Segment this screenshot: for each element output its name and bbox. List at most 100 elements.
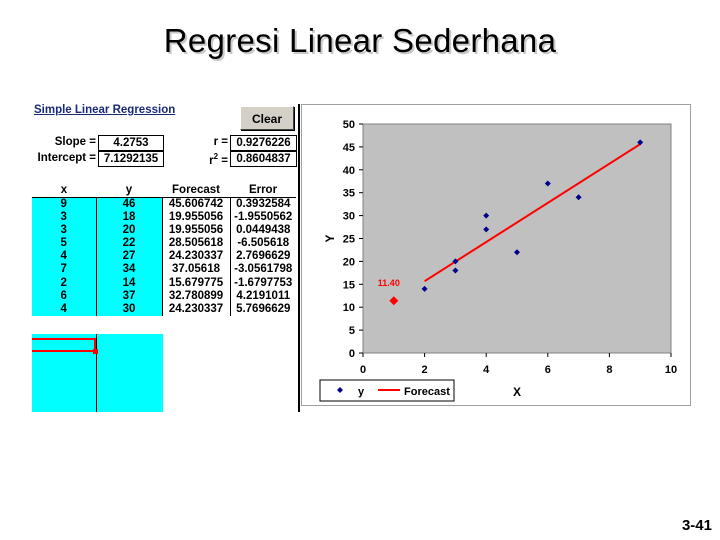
legend-marker-y (337, 387, 343, 393)
forecast-line (424, 143, 641, 283)
column-divider (96, 334, 97, 412)
cell-error[interactable]: -1.9550562 (234, 211, 293, 224)
y-tick-label: 15 (343, 279, 355, 291)
cell-x[interactable]: 9 (32, 197, 96, 212)
data-point (421, 285, 428, 292)
slope-label: Slope = (54, 136, 96, 148)
scatter-chart: 0 5 10 15 20 25 30 35 40 45 50 0 2 4 6 8 10 X Y 11.40 y Forec… (301, 104, 691, 406)
table-row: 2 14 15.679775 -1.6797753 (32, 276, 296, 290)
cell-y[interactable]: 22 (95, 237, 163, 251)
y-tick-label: 35 (343, 188, 355, 200)
intercept-value[interactable]: 7.1292135 (98, 151, 164, 167)
column-header-error: Error (230, 184, 296, 198)
cell-forecast[interactable]: 28.505618 (162, 237, 231, 251)
x-axis-title: X (513, 385, 521, 399)
fill-handle[interactable] (93, 349, 98, 354)
cell-x[interactable]: 5 (32, 237, 96, 251)
cell-error[interactable]: 4.2191011 (236, 289, 291, 302)
r-squared-value[interactable]: 0.8604837 (230, 151, 297, 167)
cell-y[interactable]: 46 (95, 197, 163, 212)
cell-error[interactable]: 5.7696629 (236, 302, 291, 315)
x-tick-label: 8 (606, 364, 612, 376)
table-row: 3 20 19.955056 0.0449438 (32, 224, 296, 238)
data-table: x y Forecast Error 9 46 45.606742 0.3932584… (32, 184, 296, 316)
cell-x[interactable]: 4 (32, 302, 96, 316)
cell-y[interactable]: 18 (95, 211, 163, 225)
cell-error[interactable]: 0.3932584 (236, 198, 291, 210)
forecast-point (389, 296, 399, 306)
cell-x[interactable]: 4 (32, 250, 96, 264)
data-point (514, 249, 520, 256)
cell-y[interactable]: 34 (95, 263, 163, 277)
spreadsheet: Simple Linear Regression Clear Slope = 4… (32, 104, 299, 412)
cell-forecast[interactable]: 15.679775 (162, 276, 231, 290)
cell-x[interactable]: 3 (32, 224, 96, 238)
legend-label-forecast: Forecast (404, 386, 450, 398)
plot-area (362, 123, 672, 354)
sheet-title: Simple Linear Regression (34, 104, 176, 116)
cell-forecast[interactable]: 24.230337 (162, 250, 231, 264)
legend-label-y: y (358, 386, 365, 398)
r-label: r = (213, 136, 228, 148)
chart-canvas: 0 5 10 15 20 25 30 35 40 45 50 0 2 4 6 8 10 X Y 11.40 y Forec… (319, 119, 677, 402)
cell-x[interactable]: 6 (32, 289, 96, 303)
data-point (483, 212, 490, 219)
page-number: 3-41 (681, 517, 712, 534)
forecast-point-label: 11.40 (378, 278, 400, 288)
cell-error[interactable]: -1.6797753 (234, 276, 293, 289)
cell-x[interactable]: 7 (32, 263, 96, 277)
column-header-y: y (96, 184, 162, 198)
r-value[interactable]: 0.9276226 (230, 135, 297, 151)
column-header-x: x (32, 184, 96, 198)
empty-input-cells[interactable] (32, 334, 163, 412)
table-row: 7 34 37.05618 -3.0561798 (32, 263, 296, 277)
clear-button[interactable]: Clear (240, 106, 294, 130)
y-tick-label: 25 (343, 234, 355, 246)
table-row: 9 46 45.606742 0.3932584 (32, 197, 296, 212)
x-tick-label: 4 (483, 364, 490, 376)
cell-y[interactable]: 20 (95, 224, 163, 238)
table-row: 3 18 19.955056 -1.9550562 (32, 211, 296, 225)
data-point (575, 194, 582, 201)
cell-forecast[interactable]: 37.05618 (162, 263, 231, 277)
cell-y[interactable]: 27 (95, 250, 163, 264)
data-point (483, 226, 490, 233)
table-row: 4 30 24.230337 5.7696629 (32, 302, 296, 316)
cell-y[interactable]: 30 (95, 302, 163, 316)
cell-y[interactable]: 37 (95, 289, 163, 303)
y-tick-label: 30 (343, 211, 355, 223)
cell-error[interactable]: 0.0449438 (236, 224, 291, 237)
cell-forecast[interactable]: 24.230337 (162, 302, 231, 316)
cell-x[interactable]: 3 (32, 211, 96, 225)
cell-x[interactable]: 2 (32, 276, 96, 290)
column-header-forecast: Forecast (162, 184, 230, 198)
r-squared-label: r2 = (209, 152, 228, 167)
x-tick-label: 2 (422, 364, 428, 376)
intercept-label: Intercept = (37, 152, 96, 164)
y-tick-label: 20 (343, 256, 355, 268)
table-row: 5 22 28.505618 -6.505618 (32, 237, 296, 251)
data-point (452, 258, 459, 265)
cell-y[interactable]: 14 (95, 276, 163, 290)
cell-error[interactable]: 2.7696629 (236, 250, 291, 263)
table-row: 4 27 24.230337 2.7696629 (32, 250, 296, 264)
data-point (452, 267, 459, 274)
y-tick-label: 5 (349, 325, 355, 337)
y-axis-title: Y (323, 234, 337, 242)
slope-value[interactable]: 4.2753 (98, 135, 164, 151)
x-tick-label: 6 (545, 364, 551, 376)
x-tick-label: 10 (665, 364, 677, 376)
x-tick-label: 0 (360, 364, 366, 376)
cell-error[interactable]: -6.505618 (237, 237, 290, 250)
cell-error[interactable]: -3.0561798 (234, 263, 293, 276)
y-tick-label: 0 (349, 348, 355, 360)
cell-forecast[interactable]: 45.606742 (162, 197, 231, 212)
selected-cell[interactable] (32, 338, 96, 352)
cell-forecast[interactable]: 19.955056 (162, 211, 231, 225)
cell-forecast[interactable]: 32.780899 (162, 289, 231, 303)
y-tick-label: 10 (343, 302, 355, 314)
data-point (637, 139, 644, 146)
sheet-border (298, 104, 300, 412)
cell-forecast[interactable]: 19.955056 (162, 224, 231, 238)
data-point (544, 180, 551, 187)
